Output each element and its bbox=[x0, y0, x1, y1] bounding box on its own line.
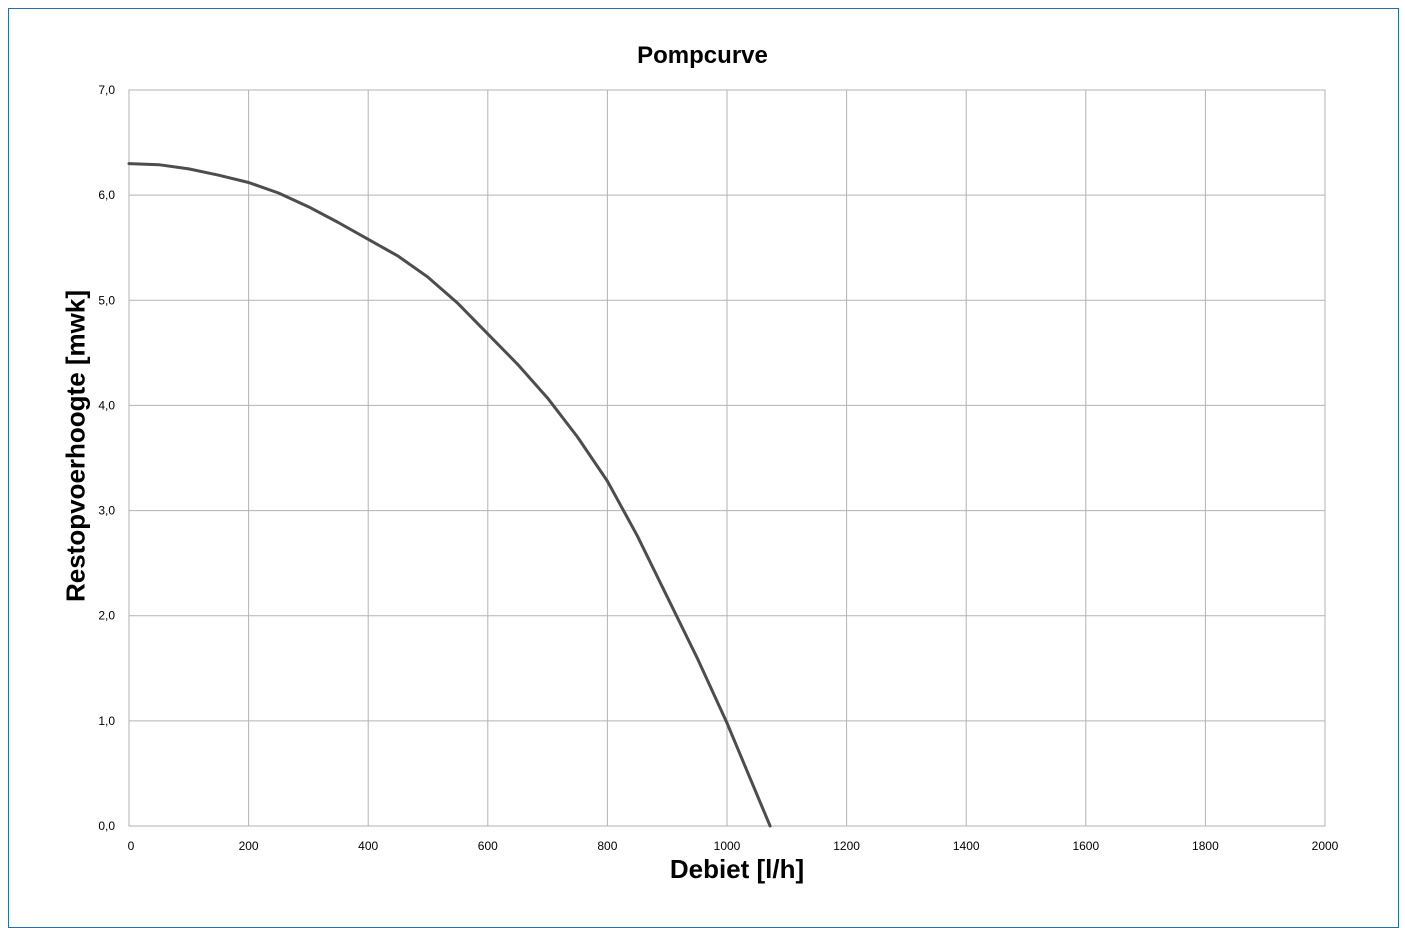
y-tick-label: 6,0 bbox=[98, 188, 115, 202]
x-tick-label: 2000 bbox=[1312, 839, 1339, 853]
x-tick-label: 0 bbox=[128, 839, 135, 853]
x-tick-label: 400 bbox=[358, 839, 378, 853]
x-tick-label: 1400 bbox=[953, 839, 980, 853]
y-tick-label: 1,0 bbox=[98, 714, 115, 728]
x-tick-label: 600 bbox=[478, 839, 498, 853]
y-tick-label: 4,0 bbox=[98, 398, 115, 412]
pump-curve-line bbox=[127, 162, 772, 828]
x-axis-label: Debiet [l/h] bbox=[669, 854, 805, 884]
y-tick-label: 7,0 bbox=[98, 83, 115, 97]
y-tick-label: 5,0 bbox=[98, 293, 115, 307]
x-tick-label: 1000 bbox=[714, 839, 741, 853]
plot-border bbox=[128, 89, 1326, 827]
x-tick-label: 1600 bbox=[1072, 839, 1099, 853]
y-tick-label: 2,0 bbox=[98, 609, 115, 623]
x-tick-label: 800 bbox=[597, 839, 617, 853]
x-tick-label: 1800 bbox=[1192, 839, 1219, 853]
y-tick-label: 0,0 bbox=[98, 819, 115, 833]
x-tick-label: 200 bbox=[239, 839, 259, 853]
y-tick-label: 3,0 bbox=[98, 504, 115, 518]
chart-title: Pompcurve bbox=[637, 42, 768, 69]
x-tick-label: 1200 bbox=[833, 839, 860, 853]
